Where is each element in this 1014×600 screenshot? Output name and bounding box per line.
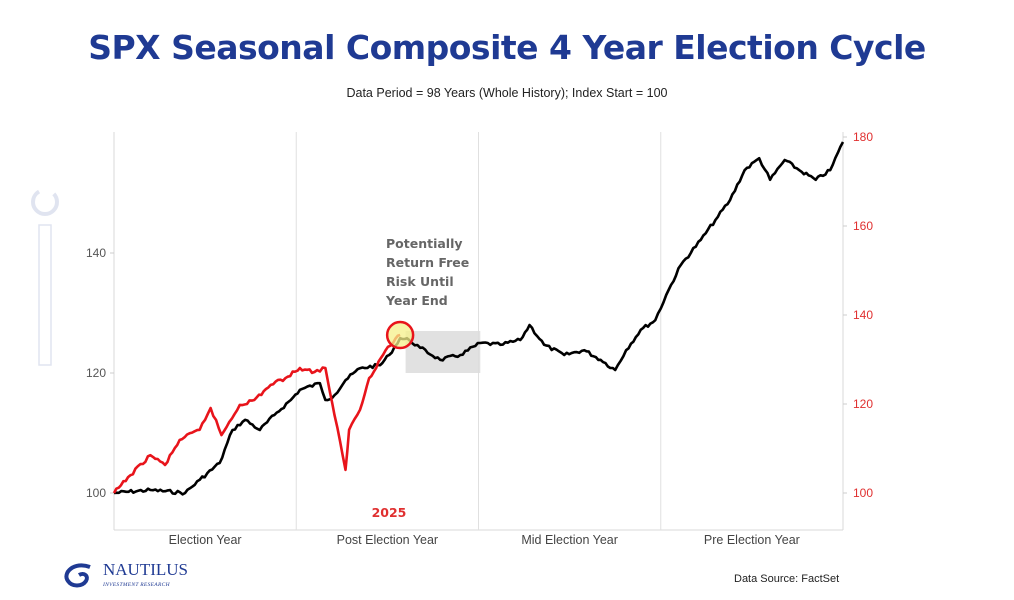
- left-tick-label: 100: [86, 486, 106, 500]
- callout-text-line: Potentially: [386, 236, 463, 251]
- right-tick-label: 140: [853, 308, 873, 322]
- data-source: Data Source: FactSet: [734, 573, 840, 585]
- nautilus-swirl-icon: [64, 563, 91, 587]
- series-2025-line: [112, 333, 401, 494]
- watermark-logo: [30, 180, 60, 380]
- callout-text-line: Return Free: [386, 255, 469, 270]
- series-composite-line: [113, 141, 845, 496]
- shaded-region: [405, 331, 481, 373]
- left-tick-label: 120: [86, 366, 106, 380]
- chart-subtitle: Data Period = 98 Years (Whole History); …: [346, 86, 668, 100]
- logo-name: NAUTILUS: [103, 560, 188, 579]
- watermark-swirl-icon: [31, 188, 59, 366]
- x-category-label: Pre Election Year: [704, 533, 800, 547]
- left-tick-label: 140: [86, 246, 106, 260]
- right-tick-label: 180: [853, 130, 873, 144]
- x-category-label: Post Election Year: [337, 533, 438, 547]
- x-category-label: Election Year: [169, 533, 242, 547]
- right-tick-label: 100: [853, 486, 873, 500]
- highlight-circle: [385, 320, 415, 350]
- chart-title: SPX Seasonal Composite 4 Year Election C…: [88, 28, 926, 67]
- logo-tagline: INVESTMENT RESEARCH: [103, 582, 170, 588]
- right-tick-label: 120: [853, 397, 873, 411]
- nautilus-logo: NAUTILUS INVESTMENT RESEARCH: [60, 560, 188, 589]
- callout-text-line: Risk Until: [386, 274, 454, 289]
- callout-text-line: Year End: [385, 293, 448, 308]
- right-tick-label: 160: [853, 219, 873, 233]
- year-2025-label: 2025: [372, 505, 407, 520]
- x-category-label: Mid Election Year: [521, 533, 618, 547]
